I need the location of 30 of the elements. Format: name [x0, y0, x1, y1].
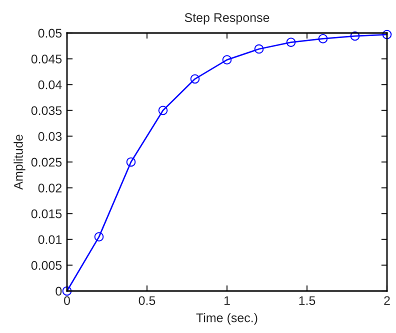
point: [318, 34, 328, 44]
y-tick-label: 0.01: [38, 235, 62, 244]
point: [94, 232, 104, 242]
point: [126, 157, 136, 167]
y-tick-label: 0.05: [38, 28, 62, 38]
y-tick-label: 0.005: [31, 261, 62, 270]
y-tick-label: 0.04: [38, 80, 62, 90]
y-tick-label: 0.02: [38, 184, 62, 192]
x-tick-label: 1: [224, 296, 230, 305]
point: [190, 74, 200, 84]
y-tick-label: 0.015: [31, 209, 62, 218]
point: [350, 31, 360, 41]
y-axis-title: Amplitude: [14, 134, 26, 190]
point: [382, 30, 392, 40]
point: [158, 106, 168, 116]
y-tick-label: 0.025: [31, 158, 62, 167]
y-tick-label: 0.045: [31, 54, 62, 64]
y-tick-label: 0.035: [31, 106, 62, 116]
chart-title: Step Response: [184, 13, 270, 24]
x-tick-label: 2: [384, 296, 390, 305]
x-tick-label: 0: [64, 296, 70, 306]
x-tick-label: 0.5: [138, 296, 156, 306]
point: [62, 286, 72, 296]
x-axis-title: Time (sec.): [196, 313, 258, 325]
point: [222, 55, 232, 65]
point: [286, 38, 296, 47]
y-tick-label: 0: [56, 286, 62, 296]
point: [254, 44, 264, 54]
x-tick-label: 1.5: [299, 296, 316, 306]
y-tick-label: 0.03: [38, 132, 62, 141]
